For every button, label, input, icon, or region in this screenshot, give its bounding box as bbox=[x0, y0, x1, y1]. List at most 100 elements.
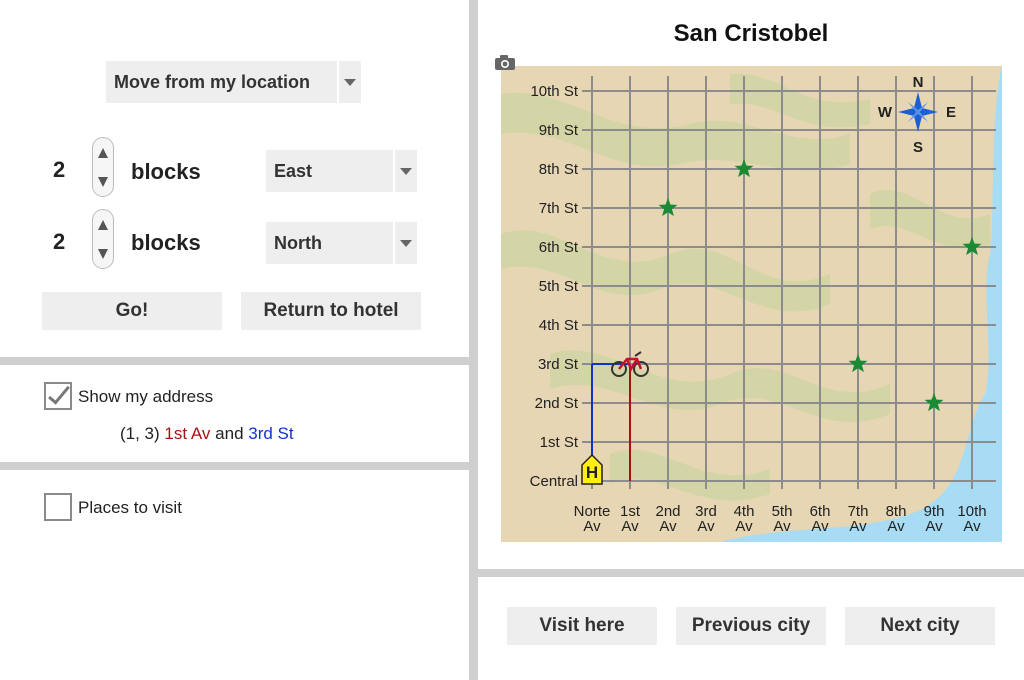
move2-count: 2 bbox=[53, 229, 66, 254]
city-title: San Cristobel bbox=[673, 20, 829, 47]
vertical-divider bbox=[469, 0, 478, 680]
chevron-down-icon bbox=[339, 79, 361, 86]
place-star-icon bbox=[962, 237, 982, 256]
street-label: 6th St bbox=[539, 239, 579, 256]
arrow-up-icon[interactable] bbox=[98, 147, 108, 158]
avenue-label: 3rd bbox=[695, 503, 717, 520]
move2-direction-value: North bbox=[274, 232, 322, 253]
bike-wheel bbox=[633, 361, 649, 377]
avenue-label-suffix: Av bbox=[735, 518, 753, 535]
street-label: 1st St bbox=[540, 434, 579, 451]
street-labels: Central 1st St 2nd St 3rd St 4th St 5th St 6th… bbox=[530, 83, 987, 535]
go-button[interactable]: Go! bbox=[42, 292, 222, 330]
bike-handlebar bbox=[634, 351, 642, 357]
hotel-marker: H bbox=[581, 453, 603, 485]
avenue-label-suffix: Av bbox=[925, 518, 943, 535]
avenue-label-suffix: Av bbox=[849, 518, 867, 535]
chevron-down-icon bbox=[395, 168, 417, 175]
mode-select[interactable]: Move from my location bbox=[106, 61, 361, 103]
avenue-label: Norte bbox=[574, 503, 611, 520]
street-label: 8th St bbox=[539, 161, 579, 178]
move1-count: 2 bbox=[53, 157, 66, 182]
avenue-label: 8th bbox=[886, 503, 907, 520]
right-divider bbox=[478, 569, 1024, 577]
previous-city-button[interactable]: Previous city bbox=[676, 607, 826, 645]
avenue-label-suffix: Av bbox=[811, 518, 829, 535]
avenue-label-suffix: Av bbox=[621, 518, 639, 535]
bike-frame bbox=[618, 357, 643, 372]
bike-wheel bbox=[611, 361, 627, 377]
avenue-label: 10th bbox=[957, 503, 986, 520]
city-map[interactable]: Central 1st St 2nd St 3rd St 4th St 5th St 6th… bbox=[490, 54, 1004, 546]
arrow-down-icon[interactable] bbox=[98, 248, 108, 259]
map-svg: Central 1st St 2nd St 3rd St 4th St 5th St 6th… bbox=[501, 66, 1002, 542]
avenue-label: 6th bbox=[810, 503, 831, 520]
move1-direction-separator bbox=[393, 150, 395, 192]
avenue-label-suffix: Av bbox=[887, 518, 905, 535]
avenue-label: 5th bbox=[772, 503, 793, 520]
mode-select-separator bbox=[337, 61, 339, 103]
compass-inner bbox=[908, 102, 928, 122]
street-label: 7th St bbox=[539, 200, 579, 217]
left-divider-1 bbox=[0, 357, 469, 365]
address-and: and bbox=[215, 424, 244, 443]
checkmark-icon bbox=[48, 381, 70, 405]
bicycle-icon bbox=[611, 351, 649, 377]
chevron-down-icon bbox=[395, 240, 417, 247]
address-coords: (1, 3) bbox=[120, 424, 160, 443]
compass-letter: W bbox=[878, 104, 893, 121]
avenue-label: 7th bbox=[848, 503, 869, 520]
places-to-visit-checkbox[interactable] bbox=[44, 493, 72, 521]
move1-direction-select[interactable]: East bbox=[266, 150, 417, 192]
avenue-label-suffix: Av bbox=[963, 518, 981, 535]
compass-letter: S bbox=[913, 139, 923, 156]
avenue-label: 1st bbox=[620, 503, 641, 520]
move1-direction-value: East bbox=[274, 160, 313, 181]
street-label: 2nd St bbox=[535, 395, 579, 412]
avenue-label-suffix: Av bbox=[773, 518, 791, 535]
return-to-hotel-button[interactable]: Return to hotel bbox=[241, 292, 421, 330]
camera-icon[interactable] bbox=[493, 53, 517, 71]
place-star-icon bbox=[734, 159, 754, 178]
address-street: 3rd St bbox=[248, 424, 294, 443]
move1-stepper[interactable] bbox=[92, 137, 114, 197]
mode-select-value: Move from my location bbox=[114, 71, 311, 92]
hotel-icon bbox=[581, 453, 603, 485]
compass-letter: E bbox=[946, 104, 956, 121]
move2-stepper[interactable] bbox=[92, 209, 114, 269]
map-water bbox=[720, 66, 1002, 542]
compass-letter: N bbox=[913, 74, 924, 91]
address-text: (1, 3) 1st Av and 3rd St bbox=[120, 424, 294, 444]
show-address-checkbox[interactable] bbox=[44, 381, 72, 410]
street-label: 5th St bbox=[539, 278, 579, 295]
next-city-button[interactable]: Next city bbox=[845, 607, 995, 645]
avenue-label-suffix: Av bbox=[659, 518, 677, 535]
avenue-label-suffix: Av bbox=[583, 518, 601, 535]
avenue-label: 4th bbox=[734, 503, 755, 520]
move1-unit: blocks bbox=[131, 159, 201, 184]
arrow-down-icon[interactable] bbox=[98, 176, 108, 187]
street-label: 3rd St bbox=[538, 356, 579, 373]
street-label: Central bbox=[530, 473, 578, 490]
place-star-icon bbox=[848, 354, 868, 373]
show-address-label: Show my address bbox=[78, 387, 214, 406]
place-star-icon bbox=[924, 393, 944, 412]
arrow-up-icon[interactable] bbox=[98, 219, 108, 230]
avenue-label: 9th bbox=[924, 503, 945, 520]
avenue-label-suffix: Av bbox=[697, 518, 715, 535]
address-avenue: 1st Av bbox=[164, 424, 211, 443]
hotel-label: H bbox=[586, 463, 598, 482]
visit-here-button[interactable]: Visit here bbox=[507, 607, 657, 645]
move2-direction-separator bbox=[393, 222, 395, 264]
place-star-icon bbox=[658, 198, 678, 217]
move2-direction-select[interactable]: North bbox=[266, 222, 417, 264]
left-divider-2 bbox=[0, 462, 469, 470]
street-label: 9th St bbox=[539, 122, 579, 139]
compass-rose: N S E W bbox=[878, 74, 956, 156]
street-label: 10th St bbox=[530, 83, 578, 100]
move2-unit: blocks bbox=[131, 230, 201, 255]
places-markers bbox=[658, 159, 982, 412]
avenue-label: 2nd bbox=[655, 503, 680, 520]
places-to-visit-label: Places to visit bbox=[78, 498, 182, 517]
street-label: 4th St bbox=[539, 317, 579, 334]
